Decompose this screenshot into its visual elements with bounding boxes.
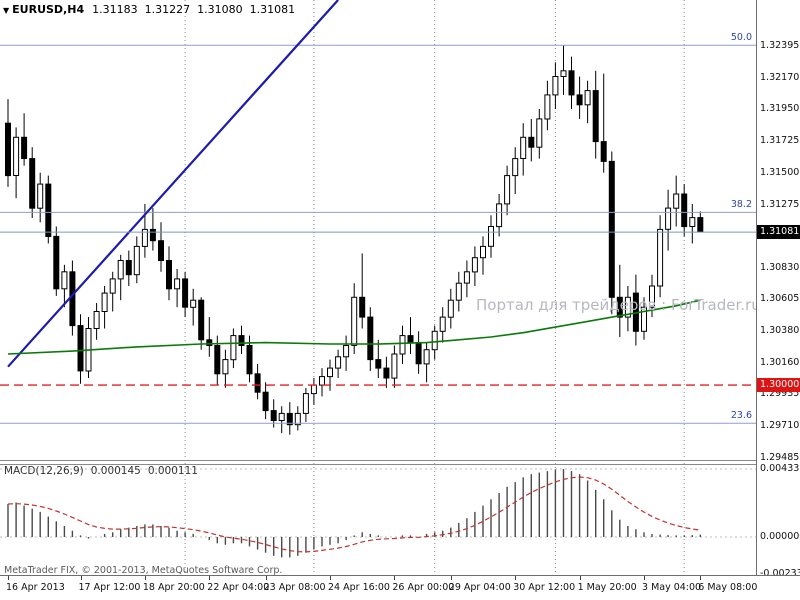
copyright-label: MetaTrader FIX, © 2001-2013, MetaQuotes … (4, 565, 283, 576)
time-tick-mark (80, 576, 82, 580)
time-tick-label: 18 Apr 20:00 (142, 582, 205, 593)
price-tick-label: 1.31725 (760, 134, 800, 146)
candles-series (5, 45, 704, 435)
level-price-badge: 1.30000 (757, 378, 800, 393)
price-tick-label: 1.30830 (760, 261, 800, 273)
price-tick-label: 1.30160 (760, 356, 800, 368)
price-tick-label: 1.30605 (760, 293, 800, 305)
time-tick-label: 26 Apr 00:00 (392, 582, 455, 593)
time-tick-label: 30 Apr 12:00 (513, 582, 576, 593)
chart-title: ▼ EURUSD,H4 1.31183 1.31227 1.31080 1.31081 (3, 3, 302, 16)
watermark: Портал для трейдеров : ForTrader.ru (476, 296, 756, 314)
ma-line (7, 299, 701, 355)
price-tick-label: 1.31500 (760, 166, 800, 178)
macd-signal-line (7, 476, 701, 553)
time-tick-mark (265, 576, 267, 580)
price-tick-label: 1.29935 (760, 388, 800, 400)
time-tick-mark (579, 576, 581, 580)
chart-marker-icon: ▼ (3, 6, 10, 15)
price-tick-label: 1.29710 (760, 420, 800, 432)
macd-signal-value: 0.000111 (147, 465, 198, 477)
period-separators (184, 463, 685, 575)
macd-main-value: 0.000145 (90, 465, 141, 477)
time-tick-mark (450, 576, 452, 580)
macd-chart (0, 463, 756, 575)
time-tick-mark (394, 576, 396, 580)
fib-retracement-lines[interactable] (0, 44, 756, 424)
macd-indicator-panel[interactable]: MACD(12,26,9) 0.000145 0.000111 (0, 463, 756, 575)
price-axis[interactable]: 1.32395 1.32170 1.31950 1.31725 1.31500 1.312… (756, 0, 800, 579)
macd-tick-label: 0.004331 (760, 463, 800, 474)
panel-splitter[interactable] (0, 460, 756, 465)
time-tick-label: 16 Apr 2013 (6, 582, 65, 593)
price-tick-label: 1.30380 (760, 325, 800, 337)
price-tick-label: 1.31950 (760, 103, 800, 114)
time-tick-mark (644, 576, 645, 580)
trend-line[interactable] (7, 0, 339, 368)
time-tick-mark (144, 576, 146, 580)
price-tick-label: 1.31275 (760, 198, 800, 210)
time-tick-label: 23 Apr 08:00 (263, 582, 326, 593)
ohlc-close-value: 1.31081 (249, 3, 296, 16)
current-price-badge: 1.31081 (757, 225, 800, 240)
macd-histogram (7, 469, 701, 558)
ohlc-open-value: 1.31183 (92, 3, 138, 16)
symbol-timeframe-label: EURUSD,H4 (12, 3, 85, 16)
time-tick-mark (209, 576, 211, 580)
macd-tick-label: -0.00233 (760, 567, 800, 579)
time-tick-label: 1 May 20:00 (577, 582, 637, 593)
ohlc-high-value: 1.31227 (144, 3, 191, 16)
time-axis[interactable]: 16 Apr 2013 17 Apr 12:00 18 Apr 20:00 22 Ap… (0, 575, 800, 600)
time-tick-mark (515, 576, 517, 580)
time-tick-label: 6 May 08:00 (698, 582, 758, 593)
time-tick-mark (330, 576, 331, 580)
price-tick-label: 1.32395 (760, 40, 800, 51)
price-tick-label: 1.29485 (760, 452, 800, 463)
price-tick-label: 1.32170 (760, 71, 800, 83)
fib-level-label: 23.6 (730, 410, 752, 422)
time-tick-mark (8, 576, 9, 580)
candlestick-chart (0, 0, 756, 461)
price-chart-area[interactable]: ▼ EURUSD,H4 1.31183 1.31227 1.31080 1.31081 П… (0, 0, 756, 461)
time-tick-label: 17 Apr 12:00 (78, 582, 141, 593)
fib-level-label: 50.0 (730, 32, 752, 44)
ohlc-low-value: 1.31080 (197, 3, 243, 16)
macd-name-label: MACD(12,26,9) (4, 465, 84, 477)
time-tick-mark (700, 576, 702, 580)
time-tick-label: 3 May 04:00 (642, 582, 702, 593)
macd-title: MACD(12,26,9) 0.000145 0.000111 (4, 465, 205, 477)
time-tick-label: 24 Apr 16:00 (328, 582, 390, 593)
macd-tick-label: 0.000000 (760, 531, 800, 542)
time-tick-label: 22 Apr 04:00 (207, 582, 270, 593)
time-tick-label: 29 Apr 04:00 (448, 582, 511, 593)
fib-level-label: 38.2 (730, 199, 752, 211)
